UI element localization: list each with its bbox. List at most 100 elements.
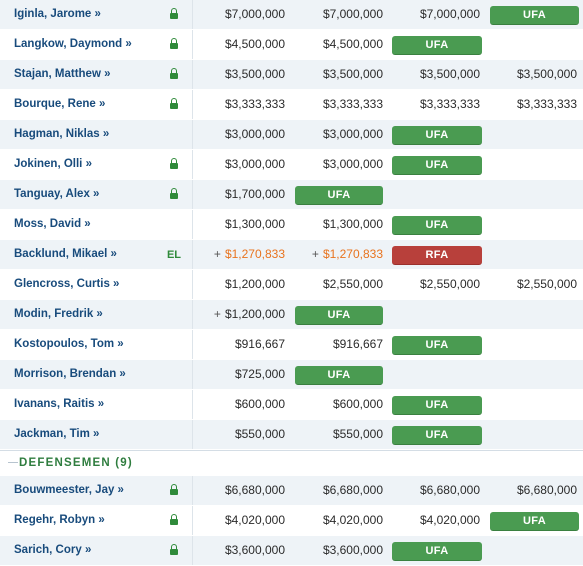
rfa-status-badge: RFA	[392, 246, 482, 265]
player-row: Jokinen, Olli » $3,000,000 $3,000,000 UFA	[0, 150, 583, 180]
player-name-link[interactable]: Regehr, Robyn »	[14, 514, 105, 526]
lock-icon	[170, 8, 178, 19]
salary-value: $6,680,000	[322, 483, 383, 497]
salary-cell: $4,020,000	[293, 506, 383, 535]
no-trade-lock-icon	[160, 150, 188, 179]
salary-value: $3,000,000	[224, 157, 285, 171]
player-row: Langkow, Daymond » $4,500,000 $4,500,000 UF…	[0, 30, 583, 60]
entry-level-label: EL	[166, 249, 182, 261]
salary-cell: $3,000,000	[293, 150, 383, 179]
salary-value: $3,500,000	[419, 67, 480, 81]
ufa-status-badge: UFA	[392, 126, 482, 145]
salary-value: $1,300,000	[224, 217, 285, 231]
lock-icon	[170, 158, 178, 169]
salary-cell: $550,000	[196, 420, 285, 449]
player-row: Morrison, Brendan » $725,000 UFA	[0, 360, 583, 390]
player-row: Kostopoulos, Tom » $916,667 $916,667 UFA	[0, 330, 583, 360]
player-row: Modin, Fredrik » + $1,200,000 UFA	[0, 300, 583, 330]
salary-cell: $7,000,000	[293, 0, 383, 29]
salary-cell: $3,000,000	[196, 150, 285, 179]
salary-cell: $3,500,000	[390, 60, 480, 89]
salary-cell: $4,020,000	[196, 506, 285, 535]
salary-cell: $3,500,000	[488, 60, 577, 89]
column-divider	[192, 506, 193, 535]
player-name-link[interactable]: Tanguay, Alex »	[14, 188, 100, 200]
salary-cell: $1,300,000	[196, 210, 285, 239]
player-name-link[interactable]: Moss, David »	[14, 218, 91, 230]
player-row: Stajan, Matthew » $3,500,000 $3,500,000 $3,…	[0, 60, 583, 90]
salary-value: $2,550,000	[419, 277, 480, 291]
flag-cell	[160, 330, 188, 359]
salary-value: $6,680,000	[419, 483, 480, 497]
player-name-link[interactable]: Langkow, Daymond »	[14, 38, 132, 50]
player-name-link[interactable]: Hagman, Niklas »	[14, 128, 110, 140]
salary-value: $3,000,000	[322, 127, 383, 141]
salary-value: $600,000	[234, 397, 285, 411]
ufa-status-badge: UFA	[392, 336, 482, 355]
ufa-status-badge: UFA	[392, 36, 482, 55]
player-name-link[interactable]: Kostopoulos, Tom »	[14, 338, 124, 350]
column-divider	[192, 330, 193, 359]
salary-value: $3,500,000	[516, 67, 577, 81]
no-trade-lock-icon	[160, 30, 188, 59]
salary-cell: $600,000	[196, 390, 285, 419]
salary-cell: $3,500,000	[196, 60, 285, 89]
salary-value: $4,500,000	[224, 37, 285, 51]
salary-cell: $550,000	[293, 420, 383, 449]
player-name-link[interactable]: Iginla, Jarome »	[14, 8, 101, 20]
player-name-link[interactable]: Sarich, Cory »	[14, 544, 92, 556]
column-divider	[192, 0, 193, 29]
salary-cell: $6,680,000	[196, 476, 285, 505]
salary-value: $1,300,000	[322, 217, 383, 231]
player-name-link[interactable]: Stajan, Matthew »	[14, 68, 111, 80]
salary-cell: $6,680,000	[390, 476, 480, 505]
salary-value: $1,270,833	[322, 247, 383, 261]
salary-cell: $4,500,000	[293, 30, 383, 59]
flag-cell	[160, 360, 188, 389]
no-trade-lock-icon	[160, 0, 188, 29]
column-divider	[192, 60, 193, 89]
flag-cell	[160, 390, 188, 419]
column-divider	[192, 120, 193, 149]
salary-cell: $3,333,333	[390, 90, 480, 119]
player-name-link[interactable]: Jackman, Tim »	[14, 428, 100, 440]
player-row: Jackman, Tim » $550,000 $550,000 UFA	[0, 420, 583, 450]
salary-value: $3,000,000	[224, 127, 285, 141]
salary-cell: $3,600,000	[293, 536, 383, 565]
salary-value: $3,333,333	[322, 97, 383, 111]
player-row: Glencross, Curtis » $1,200,000 $2,550,000 $…	[0, 270, 583, 300]
column-divider	[192, 420, 193, 449]
salary-value: $7,000,000	[224, 7, 285, 21]
salary-cell: $3,333,333	[488, 90, 577, 119]
lock-icon	[170, 514, 178, 525]
salary-value: $4,020,000	[322, 513, 383, 527]
salary-cell: $3,333,333	[293, 90, 383, 119]
salary-value: $550,000	[332, 427, 383, 441]
salary-cell: $3,600,000	[196, 536, 285, 565]
salary-value: $3,333,333	[224, 97, 285, 111]
player-name-link[interactable]: Backlund, Mikael »	[14, 248, 117, 260]
salary-value: $3,333,333	[516, 97, 577, 111]
flag-cell	[160, 120, 188, 149]
player-name-link[interactable]: Glencross, Curtis »	[14, 278, 120, 290]
forwards-group: Iginla, Jarome » $7,000,000 $7,000,000 $7,0…	[0, 0, 583, 450]
salary-value: $3,500,000	[322, 67, 383, 81]
bonus-plus-sign: +	[213, 307, 221, 321]
player-name-link[interactable]: Ivanans, Raitis »	[14, 398, 105, 410]
salary-value: $3,500,000	[224, 67, 285, 81]
player-name-link[interactable]: Jokinen, Olli »	[14, 158, 92, 170]
player-name-link[interactable]: Morrison, Brendan »	[14, 368, 126, 380]
column-divider	[192, 270, 193, 299]
salary-cell: $6,680,000	[293, 476, 383, 505]
column-divider	[192, 90, 193, 119]
ufa-status-badge: UFA	[295, 306, 383, 325]
player-name-link[interactable]: Bouwmeester, Jay »	[14, 484, 124, 496]
salary-cell: $4,020,000	[390, 506, 480, 535]
salary-value: $550,000	[234, 427, 285, 441]
lock-icon	[170, 188, 178, 199]
lock-icon	[170, 68, 178, 79]
player-row: Tanguay, Alex » $1,700,000 UFA	[0, 180, 583, 210]
player-name-link[interactable]: Bourque, Rene »	[14, 98, 106, 110]
player-name-link[interactable]: Modin, Fredrik »	[14, 308, 103, 320]
salary-cell: $1,300,000	[293, 210, 383, 239]
